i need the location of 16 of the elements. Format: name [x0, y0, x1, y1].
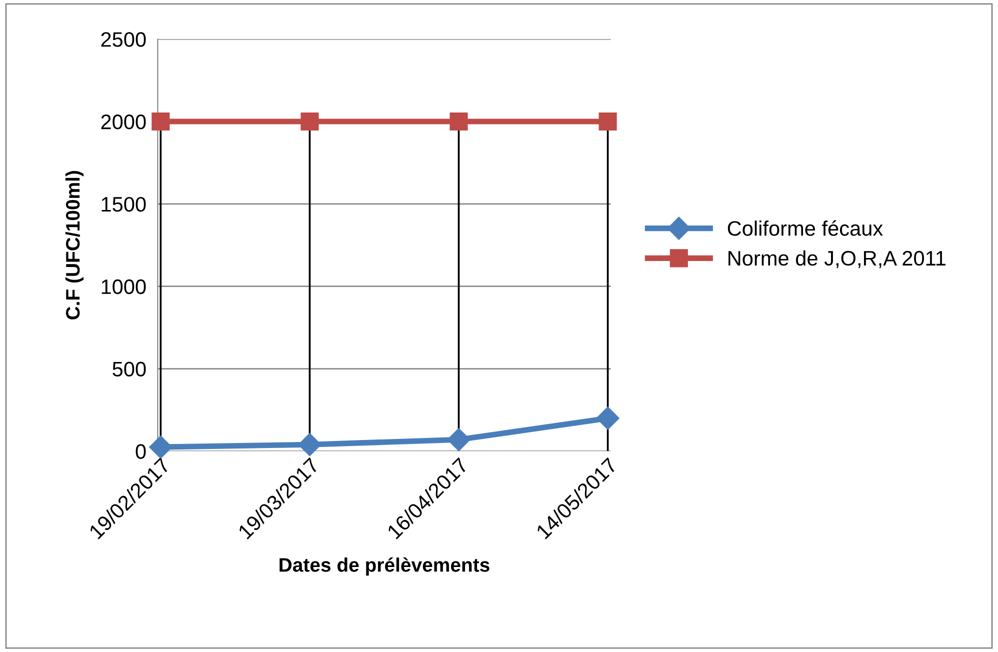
point [300, 112, 319, 131]
y-axis-title: C.F (UFC/100ml) [65, 171, 84, 320]
y-tick-label: 1000 [102, 279, 146, 294]
y-tick-label: 2500 [101, 32, 146, 47]
y-tick-label: 1500 [102, 196, 146, 212]
point [598, 112, 617, 131]
y-tick-label: 500 [112, 362, 146, 377]
point [596, 406, 620, 430]
y-tick-label: 0 [136, 444, 146, 459]
point [152, 112, 170, 131]
x-axis-title: Dates de prélèvements [280, 557, 490, 576]
point [450, 112, 468, 131]
y-tick-label: 2000 [101, 114, 146, 130]
point [447, 428, 470, 452]
legend-label: Coliforme fécaux [728, 220, 883, 236]
legend-label: Norme de J,O,R,A 2011 [728, 250, 946, 268]
